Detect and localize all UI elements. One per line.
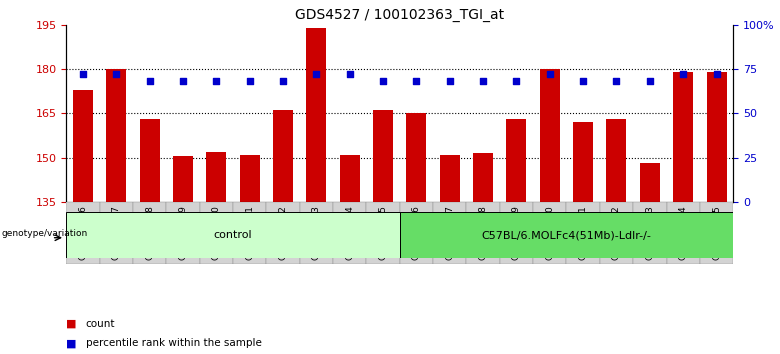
Bar [707, 72, 726, 202]
Text: GSM592113: GSM592113 [312, 205, 321, 260]
Bar [233, 202, 266, 264]
Text: GSM592124: GSM592124 [679, 205, 688, 259]
Text: percentile rank within the sample: percentile rank within the sample [86, 338, 261, 348]
Bar [367, 202, 399, 264]
Bar [266, 202, 300, 264]
Text: GSM592111: GSM592111 [245, 205, 254, 260]
Bar [173, 156, 193, 202]
Bar [399, 212, 733, 258]
Bar [633, 202, 666, 264]
Text: ■: ■ [66, 338, 76, 348]
Text: genotype/variation: genotype/variation [2, 229, 87, 238]
Text: ■: ■ [66, 319, 76, 329]
Bar [273, 110, 293, 202]
Text: GSM592122: GSM592122 [612, 205, 621, 259]
Bar [506, 119, 526, 202]
Title: GDS4527 / 100102363_TGI_at: GDS4527 / 100102363_TGI_at [295, 8, 505, 22]
Bar [399, 202, 433, 264]
Text: GSM592117: GSM592117 [445, 205, 454, 260]
Bar [106, 69, 126, 202]
Point [711, 72, 723, 77]
Bar [333, 202, 367, 264]
Text: C57BL/6.MOLFc4(51Mb)-Ldlr-/-: C57BL/6.MOLFc4(51Mb)-Ldlr-/- [481, 230, 651, 240]
Bar [207, 152, 226, 202]
Bar [600, 202, 633, 264]
Bar [406, 113, 427, 202]
Bar [640, 164, 660, 202]
Bar [239, 155, 260, 202]
Text: GSM592118: GSM592118 [479, 205, 488, 260]
Bar [100, 202, 133, 264]
Bar [133, 202, 166, 264]
Text: GSM592115: GSM592115 [378, 205, 388, 260]
Text: GSM592114: GSM592114 [346, 205, 354, 259]
Point [177, 79, 190, 84]
Point [477, 79, 489, 84]
Text: control: control [214, 230, 253, 240]
Point [310, 72, 323, 77]
Point [610, 79, 622, 84]
Text: GSM592123: GSM592123 [645, 205, 654, 259]
Bar [666, 202, 700, 264]
Text: GSM592109: GSM592109 [179, 205, 187, 260]
Text: GSM592107: GSM592107 [112, 205, 121, 260]
Point [277, 79, 289, 84]
Bar [566, 202, 600, 264]
Bar [540, 69, 560, 202]
Bar [673, 72, 693, 202]
Text: GSM592110: GSM592110 [212, 205, 221, 260]
Bar [66, 212, 399, 258]
Bar [433, 202, 466, 264]
Bar [166, 202, 200, 264]
Bar [300, 202, 333, 264]
Point [377, 79, 389, 84]
Bar [307, 28, 326, 202]
Bar [66, 202, 100, 264]
Text: GSM592108: GSM592108 [145, 205, 154, 260]
Text: GSM592106: GSM592106 [79, 205, 87, 260]
Bar [573, 122, 593, 202]
Bar [533, 202, 566, 264]
Bar [373, 110, 393, 202]
Point [677, 72, 690, 77]
Text: GSM592125: GSM592125 [712, 205, 721, 259]
Bar [200, 202, 233, 264]
Point [510, 79, 523, 84]
Bar [140, 119, 160, 202]
Bar [466, 202, 500, 264]
Text: count: count [86, 319, 115, 329]
Point [577, 79, 590, 84]
Point [444, 79, 456, 84]
Point [243, 79, 256, 84]
Point [410, 79, 423, 84]
Text: GSM592121: GSM592121 [579, 205, 587, 259]
Bar [473, 153, 493, 202]
Bar [440, 155, 459, 202]
Point [76, 72, 89, 77]
Bar [73, 90, 93, 202]
Point [110, 72, 122, 77]
Point [544, 72, 556, 77]
Text: GSM592116: GSM592116 [412, 205, 421, 260]
Text: GSM592112: GSM592112 [278, 205, 288, 259]
Bar [607, 119, 626, 202]
Point [210, 79, 222, 84]
Bar [700, 202, 733, 264]
Bar [340, 155, 360, 202]
Text: GSM592119: GSM592119 [512, 205, 521, 260]
Point [644, 79, 656, 84]
Text: GSM592120: GSM592120 [545, 205, 555, 259]
Point [144, 79, 156, 84]
Bar [500, 202, 533, 264]
Point [343, 72, 356, 77]
